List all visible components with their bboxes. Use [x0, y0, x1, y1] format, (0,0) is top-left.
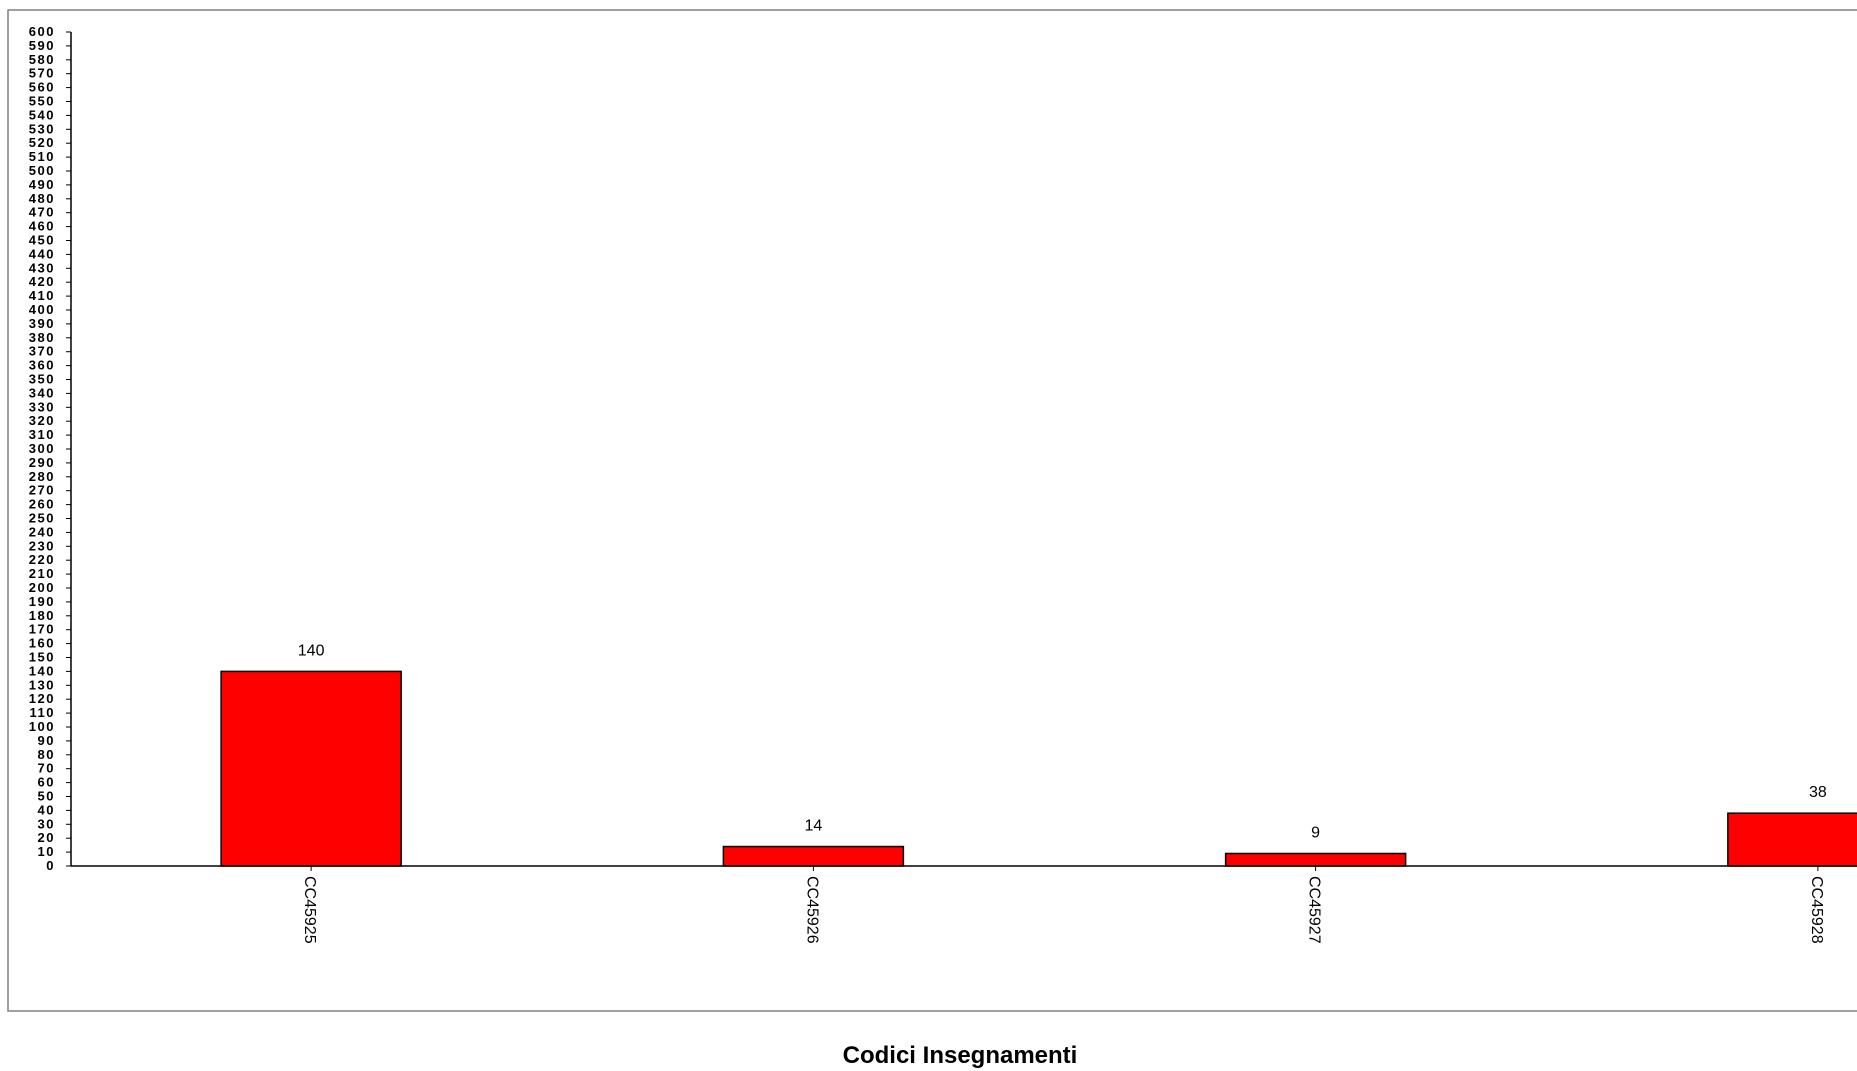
y-tick-label: 420: [29, 274, 55, 289]
y-tick-label: 50: [38, 789, 55, 804]
y-tick-label: 460: [29, 219, 55, 234]
y-tick-label: 300: [29, 441, 55, 456]
y-tick-label: 530: [29, 121, 55, 136]
y-tick-label: 130: [29, 677, 55, 692]
y-tick-label: 580: [29, 52, 55, 67]
x-tick-label: CC45928: [1808, 876, 1825, 944]
y-tick-label: 320: [29, 413, 55, 428]
y-tick-label: 70: [38, 761, 55, 776]
y-tick-label: 230: [29, 538, 55, 553]
y-tick-label: 120: [29, 691, 55, 706]
y-tick-label: 0: [46, 858, 55, 873]
bar: [1727, 812, 1857, 867]
y-tick-label: 100: [29, 719, 55, 734]
bars: 140 14 9 38: [220, 642, 1857, 867]
y-tick-label: 20: [38, 830, 55, 845]
y-tick-label: 290: [29, 455, 55, 470]
y-tick-label: 30: [38, 816, 55, 831]
y-tick-label: 80: [38, 747, 55, 762]
y-tick-label: 370: [29, 344, 55, 359]
bar: [1224, 852, 1407, 867]
y-tick-label: 40: [38, 802, 55, 817]
y-tick-label: 480: [29, 191, 55, 206]
y-tick-label: 510: [29, 149, 55, 164]
y-tick-label: 280: [29, 469, 55, 484]
y-tick-label: 520: [29, 135, 55, 150]
x-tick-label: CC45927: [1306, 876, 1323, 944]
y-tick-label: 550: [29, 94, 55, 109]
y-tick-label: 360: [29, 358, 55, 373]
y-axis: 0102030405060708090100110120130140150160…: [29, 24, 72, 873]
data-label: 140: [298, 642, 325, 659]
y-tick-label: 170: [29, 622, 55, 637]
y-tick-label: 570: [29, 66, 55, 81]
y-tick-label: 490: [29, 177, 55, 192]
y-tick-label: 410: [29, 288, 55, 303]
y-tick-label: 310: [29, 427, 55, 442]
y-tick-label: 600: [29, 24, 55, 39]
y-tick-label: 350: [29, 372, 55, 387]
y-tick-label: 210: [29, 566, 55, 581]
y-tick-label: 560: [29, 80, 55, 95]
x-tick-label: CC45925: [301, 876, 318, 944]
bar: [722, 845, 905, 867]
data-label: 9: [1311, 824, 1320, 841]
y-tick-label: 150: [29, 650, 55, 665]
y-tick-label: 180: [29, 608, 55, 623]
y-tick-label: 140: [29, 663, 55, 678]
y-tick-label: 390: [29, 316, 55, 331]
y-tick-label: 380: [29, 330, 55, 345]
data-label: 14: [804, 818, 822, 835]
y-tick-label: 440: [29, 246, 55, 261]
y-tick-label: 60: [38, 775, 55, 790]
y-tick-label: 160: [29, 636, 55, 651]
y-tick-label: 270: [29, 483, 55, 498]
y-tick-label: 200: [29, 580, 55, 595]
y-tick-label: 260: [29, 497, 55, 512]
y-tick-label: 90: [38, 733, 55, 748]
x-axis: CC45925 CC45926 CC45927 CC45928: [71, 865, 1857, 944]
x-axis-title: Codici Insegnamenti: [843, 1042, 1078, 1069]
data-label: 38: [1809, 784, 1827, 801]
y-tick-label: 430: [29, 260, 55, 275]
bar: [220, 670, 402, 867]
y-tick-label: 220: [29, 552, 55, 567]
y-tick-label: 110: [30, 705, 55, 720]
y-tick-label: 500: [29, 163, 55, 178]
y-tick-label: 400: [29, 302, 55, 317]
x-tick-label: CC45926: [803, 876, 820, 944]
y-tick-label: 10: [38, 844, 55, 859]
y-tick-label: 340: [29, 385, 55, 400]
y-tick-label: 240: [29, 524, 55, 539]
y-tick-label: 470: [29, 205, 55, 220]
y-tick-label: 250: [29, 511, 55, 526]
y-tick-label: 590: [29, 38, 55, 53]
y-tick-label: 330: [29, 399, 55, 414]
y-tick-label: 450: [29, 233, 55, 248]
y-tick-label: 190: [29, 594, 55, 609]
y-tick-label: 540: [29, 107, 55, 122]
